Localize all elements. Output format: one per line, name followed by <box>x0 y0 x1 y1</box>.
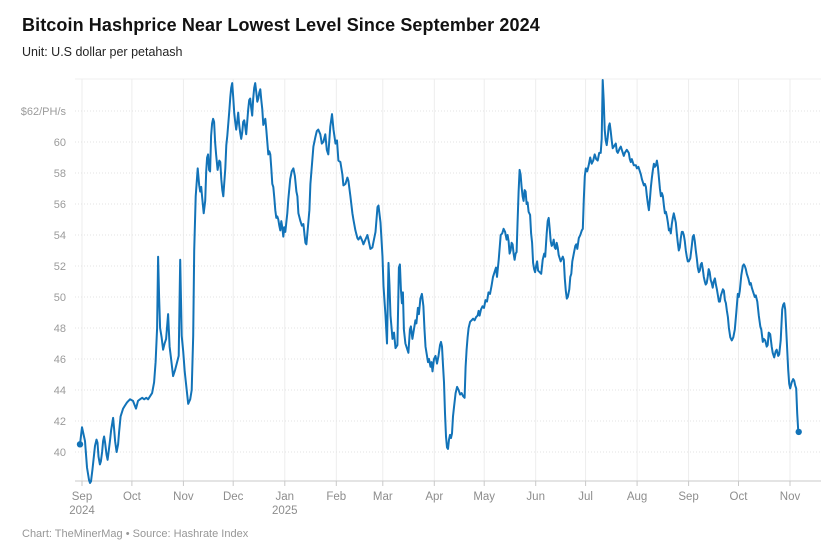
y-axis-label: 48 <box>54 323 66 335</box>
x-axis-label: Nov <box>173 491 194 503</box>
x-axis-label: Sep <box>72 491 92 503</box>
x-axis-label: Sep <box>678 491 698 503</box>
chart-subtitle: Unit: U.S dollar per petahash <box>22 44 183 59</box>
x-axis-label: Oct <box>730 491 749 503</box>
start-point-dot <box>76 441 84 448</box>
x-axis-label: Oct <box>123 491 142 503</box>
y-axis-label: 46 <box>54 354 66 366</box>
x-axis-label: May <box>473 491 495 503</box>
x-axis-year-label: 2024 <box>69 505 95 517</box>
y-axis-label: 40 <box>54 447 66 459</box>
x-axis-year-label: 2025 <box>272 505 298 517</box>
y-axis-label: 54 <box>54 230 66 242</box>
y-axis-label: 52 <box>54 261 66 273</box>
hashprice-line <box>79 79 800 484</box>
y-axis-label: 60 <box>54 137 66 149</box>
x-axis-label: Nov <box>780 491 801 503</box>
x-axis-label: Mar <box>373 491 393 503</box>
x-axis-label: Feb <box>326 491 346 503</box>
page-title: Bitcoin Hashprice Near Lowest Level Sinc… <box>22 15 540 35</box>
x-axis-label: Apr <box>425 491 443 503</box>
x-axis-label: Jun <box>526 491 545 503</box>
y-axis-label: $62/PH/s <box>21 106 67 118</box>
chart-header: Bitcoin Hashprice Near Lowest Level Sinc… <box>22 14 806 59</box>
x-axis-label: Aug <box>627 491 647 503</box>
x-axis-label: Dec <box>223 491 244 503</box>
x-axis-label: Jan <box>276 491 295 503</box>
y-axis-label: 58 <box>54 168 66 180</box>
y-axis-label: 42 <box>54 416 66 428</box>
end-point-dot <box>795 428 802 436</box>
y-axis-label: 56 <box>54 199 66 211</box>
x-axis-label: Jul <box>578 491 593 503</box>
y-axis-label: 50 <box>54 292 66 304</box>
y-axis-label: 44 <box>54 385 66 397</box>
chart-credit: Chart: TheMinerMag • Source: Hashrate In… <box>22 528 249 540</box>
